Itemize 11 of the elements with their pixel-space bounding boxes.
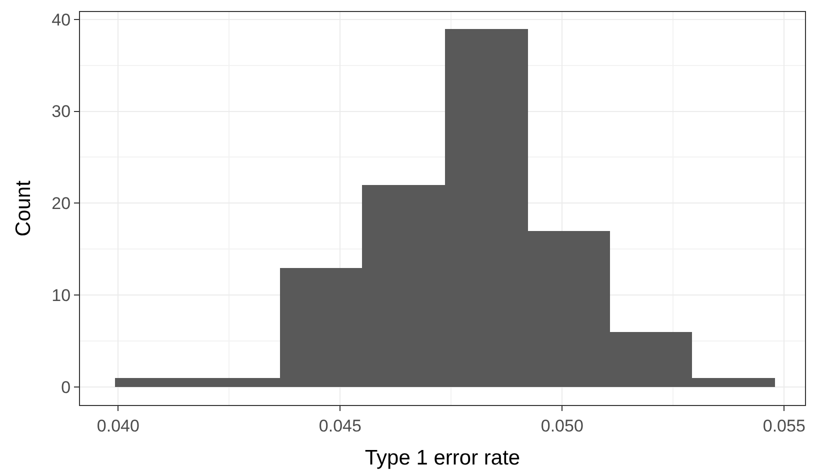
y-tick-label: 30 xyxy=(52,102,71,122)
y-axis-title: Count xyxy=(12,180,35,237)
x-tick-label: 0.040 xyxy=(96,416,140,436)
x-tick-label: 0.045 xyxy=(318,416,362,436)
y-tick-label: 0 xyxy=(61,378,71,397)
x-tick-label: 0.050 xyxy=(540,416,584,436)
y-tick-label: 40 xyxy=(52,10,71,30)
y-tick-label: 10 xyxy=(52,286,71,306)
y-tick-label: 20 xyxy=(52,194,71,214)
x-axis-title: Type 1 error rate xyxy=(364,446,520,470)
x-tick-label: 0.055 xyxy=(762,416,806,436)
